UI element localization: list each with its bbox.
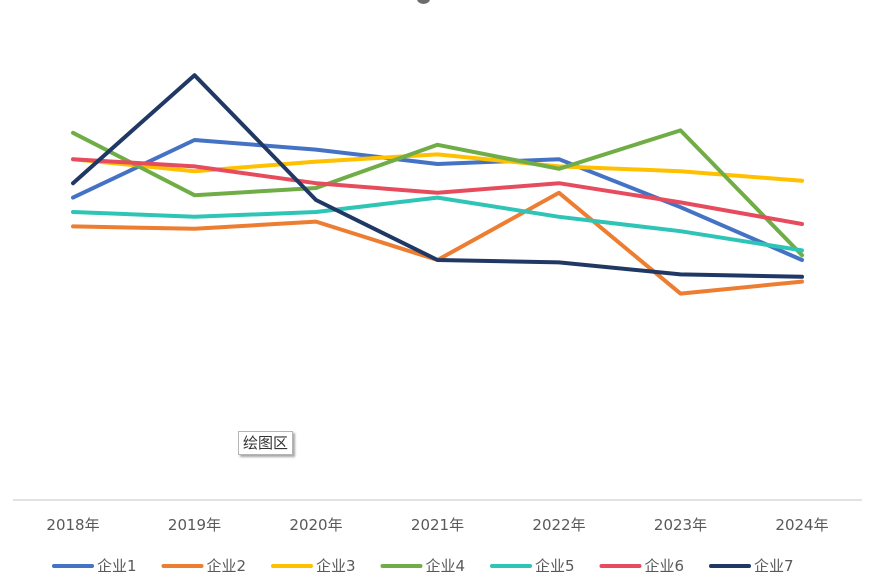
legend-item-2[interactable]: 企业2	[161, 557, 247, 575]
series-line-7[interactable]	[71, 73, 804, 279]
series-line-5[interactable]	[71, 195, 804, 253]
legend-label: 企业1	[97, 557, 137, 575]
legend-item-4[interactable]: 企业4	[380, 557, 466, 575]
legend-label: 企业7	[754, 557, 794, 575]
x-tick-label: 2023年	[654, 516, 707, 534]
legend-label: 企业4	[426, 557, 466, 575]
legend-label: 企业3	[316, 557, 356, 575]
x-tick-label: 2018年	[46, 516, 99, 534]
legend-item-6[interactable]: 企业6	[599, 557, 685, 575]
plot-area-tooltip: 绘图区	[238, 431, 294, 455]
legend-item-7[interactable]: 企业7	[709, 557, 794, 575]
legend-label: 企业2	[207, 557, 247, 575]
x-tick-label: 2019年	[168, 516, 221, 534]
legend[interactable]: 企业1 企业2 企业3 企业4 企业5 企业6 企业7	[52, 557, 794, 575]
legend-item-1[interactable]: 企业1	[52, 557, 137, 575]
series-line-2[interactable]	[71, 190, 804, 296]
series-line-3[interactable]	[71, 152, 804, 183]
x-tick-label: 2021年	[411, 516, 464, 534]
series-group	[71, 73, 804, 296]
x-tick-label: 2022年	[532, 516, 585, 534]
x-tick-label: 2024年	[775, 516, 828, 534]
x-axis-tick-labels: 2018年 2019年 2020年 2021年 2022年 2023年 2024年	[46, 516, 828, 534]
legend-item-3[interactable]: 企业3	[271, 557, 356, 575]
chart-title-handle-icon[interactable]	[417, 0, 430, 4]
series-line-4[interactable]	[71, 128, 804, 258]
legend-item-5[interactable]: 企业5	[490, 557, 575, 575]
legend-label: 企业6	[645, 557, 685, 575]
legend-label: 企业5	[535, 557, 575, 575]
x-tick-label: 2020年	[289, 516, 342, 534]
series-line-6[interactable]	[71, 157, 804, 226]
series-line-1[interactable]	[71, 138, 804, 262]
